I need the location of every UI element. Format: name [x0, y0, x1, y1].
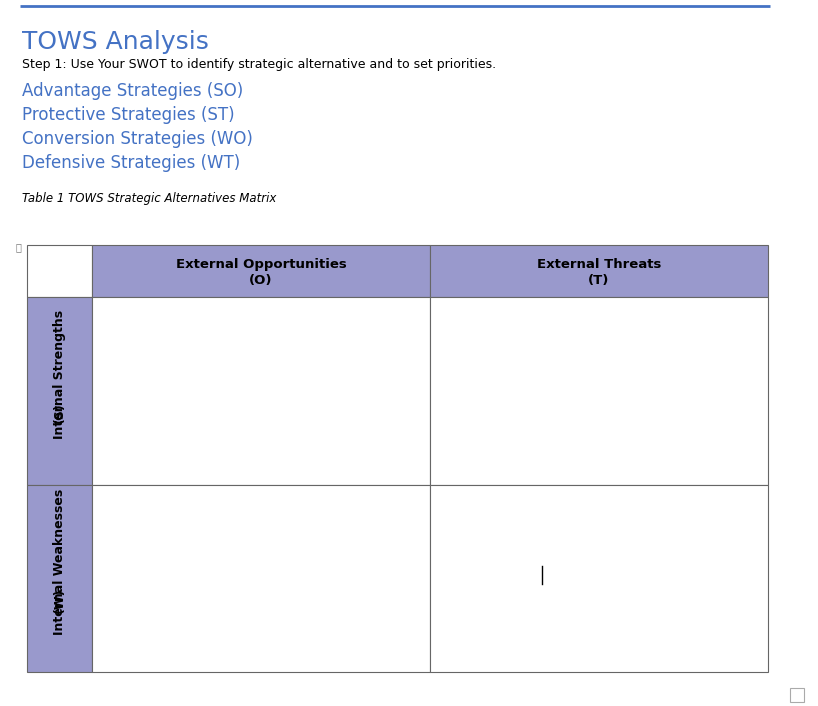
Text: Conversion Strategies (WO): Conversion Strategies (WO)	[22, 130, 253, 148]
Text: Internal Weaknesses: Internal Weaknesses	[53, 489, 66, 635]
Bar	[27, 484, 92, 672]
Text: Advantage Strategies (SO): Advantage Strategies (SO)	[22, 82, 243, 100]
Text: ⭙: ⭙	[15, 242, 21, 252]
Text: (O): (O)	[249, 274, 272, 287]
Text: Step 1: Use Your SWOT to identify strategic alternative and to set priorities.: Step 1: Use Your SWOT to identify strate…	[22, 58, 497, 71]
Bar	[430, 297, 768, 484]
Bar	[27, 297, 92, 484]
Bar	[790, 688, 804, 702]
Bar	[430, 484, 768, 672]
Bar	[27, 245, 92, 297]
Text: (T): (T)	[588, 274, 609, 287]
Text: Table 1 TOWS Strategic Alternatives Matrix: Table 1 TOWS Strategic Alternatives Matr…	[22, 192, 276, 205]
Text: Protective Strategies (ST): Protective Strategies (ST)	[22, 106, 235, 124]
Text: Internal Strengths: Internal Strengths	[53, 310, 66, 439]
Bar	[430, 245, 768, 297]
Text: (S): (S)	[53, 402, 66, 423]
Bar	[92, 297, 430, 484]
Bar	[92, 484, 430, 672]
Text: Defensive Strategies (WT): Defensive Strategies (WT)	[22, 154, 240, 172]
Bar	[92, 245, 430, 297]
Text: (W): (W)	[53, 587, 66, 613]
Text: External Threats: External Threats	[537, 258, 661, 271]
Text: TOWS Analysis: TOWS Analysis	[22, 30, 209, 54]
Text: External Opportunities: External Opportunities	[176, 258, 346, 271]
